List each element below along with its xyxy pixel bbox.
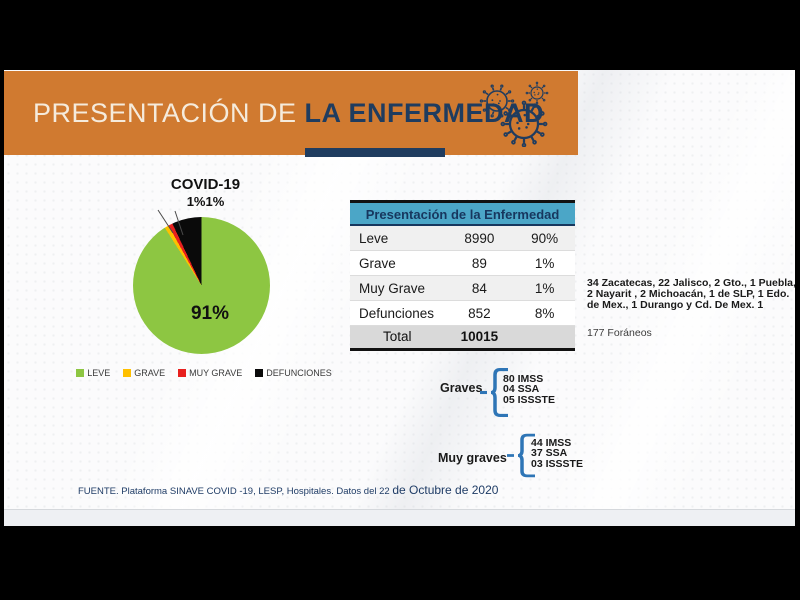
- pie-chart: 91%: [133, 217, 270, 354]
- table-total-pct: [514, 326, 575, 348]
- graves-list: 80 IMSS 04 SSA 05 ISSSTE: [503, 373, 555, 406]
- table-total-value: 10015: [460, 329, 499, 344]
- legend-swatch-icon: [76, 369, 85, 377]
- states-line: 2 Nayarit , 2 Michoacán, 1 de SLP, 1 Edo…: [587, 287, 790, 300]
- legend-item: GRAVE: [123, 368, 165, 378]
- legend-label: MUY GRAVE: [189, 368, 243, 378]
- table-cell: 89: [471, 256, 487, 271]
- table-row: Muy Grave 84 1%: [350, 276, 575, 301]
- table-cell: 1%: [534, 256, 555, 271]
- states-annotation: 34 Zacatecas, 22 Jalisco, 2 Gto., 1 Pueb…: [587, 278, 795, 310]
- legend-label: DEFUNCIONES: [266, 368, 332, 378]
- legend-swatch-icon: [255, 369, 264, 377]
- virus-icon: [479, 81, 549, 147]
- table-cell: 8990: [464, 231, 495, 246]
- legend-swatch-icon: [178, 369, 187, 377]
- slide-bottom-strip: [4, 509, 795, 526]
- pie-leader-lines: [157, 209, 184, 236]
- table-row: Grave 89 1%: [350, 251, 575, 276]
- slide: PRESENTACIÓN DE LA ENFERMEDAD COVID-19 1…: [4, 70, 795, 526]
- source-footer-small: FUENTE. Plataforma SINAVE COVID -19, LES…: [78, 486, 393, 497]
- page-title: PRESENTACIÓN DE LA ENFERMEDAD: [33, 71, 544, 155]
- graves-item: 04 SSA: [503, 383, 540, 396]
- pie-slice-label-leve: 91%: [190, 303, 230, 324]
- table-cell: Muy Grave: [359, 281, 426, 296]
- muy-graves-list: 44 IMSS 37 SSA 03 ISSSTE: [531, 437, 583, 470]
- legend-item: LEVE: [76, 368, 110, 378]
- muy-graves-item: 44 IMSS: [531, 437, 572, 449]
- table-title: Presentación de la Enfermedad: [350, 203, 575, 226]
- legend-label: LEVE: [87, 368, 111, 378]
- table-row: Leve 8990 90%: [350, 226, 575, 251]
- table-cell: 84: [471, 281, 487, 296]
- foraneos-annotation: 177 Foráneos: [587, 327, 652, 339]
- banner-underline-bar: [305, 148, 445, 157]
- legend-item: MUY GRAVE: [178, 368, 242, 378]
- muy-graves-item: 03 ISSSTE: [531, 457, 583, 470]
- table-cell: 1%: [534, 281, 555, 296]
- pie-legend: LEVE GRAVE MUY GRAVE DEFUNCIONES: [59, 368, 349, 378]
- legend-item: DEFUNCIONES: [255, 368, 332, 378]
- table-cell: 90%: [531, 231, 559, 246]
- graves-item: 05 ISSSTE: [503, 393, 555, 406]
- muy-graves-bracket-icon: [507, 433, 535, 478]
- table-body: Leve 8990 90% Grave 89 1% Muy Grave 84 1% Defunci…: [350, 226, 575, 326]
- table-row: Defunciones 852 8%: [350, 301, 575, 326]
- states-line: de Mex., 1 Durango y Cd. De Mex. 1: [587, 298, 764, 311]
- source-footer-large: de Octubre de 2020: [392, 483, 499, 497]
- legend-swatch-icon: [123, 369, 132, 377]
- muy-graves-label: Muy graves: [438, 451, 507, 465]
- pie-callout-label: 1%1%: [186, 194, 225, 209]
- graves-label: Graves: [440, 381, 483, 395]
- table-cell: 852: [468, 306, 491, 321]
- table-cell: 8%: [534, 306, 555, 321]
- graves-item: 80 IMSS: [503, 373, 544, 385]
- states-line: 34 Zacatecas, 22 Jalisco, 2 Gto., 1 Pueb…: [587, 277, 795, 289]
- banner: PRESENTACIÓN DE LA ENFERMEDAD: [4, 71, 578, 157]
- table-total-label: Total: [382, 329, 412, 344]
- table-total-row: Total 10015: [350, 326, 575, 348]
- table-cell: Grave: [359, 256, 396, 271]
- table-cell: Defunciones: [359, 306, 435, 321]
- legend-label: GRAVE: [134, 368, 166, 378]
- source-footer: FUENTE. Plataforma SINAVE COVID -19, LES…: [78, 483, 498, 497]
- table-cell: Leve: [359, 231, 389, 246]
- disease-table: Presentación de la Enfermedad Leve 8990 90…: [350, 200, 575, 351]
- muy-graves-item: 37 SSA: [531, 447, 568, 460]
- page-title-light: PRESENTACIÓN DE: [33, 98, 305, 128]
- pie-chart-title: COVID-19: [170, 176, 241, 193]
- graves-bracket-icon: [480, 367, 508, 418]
